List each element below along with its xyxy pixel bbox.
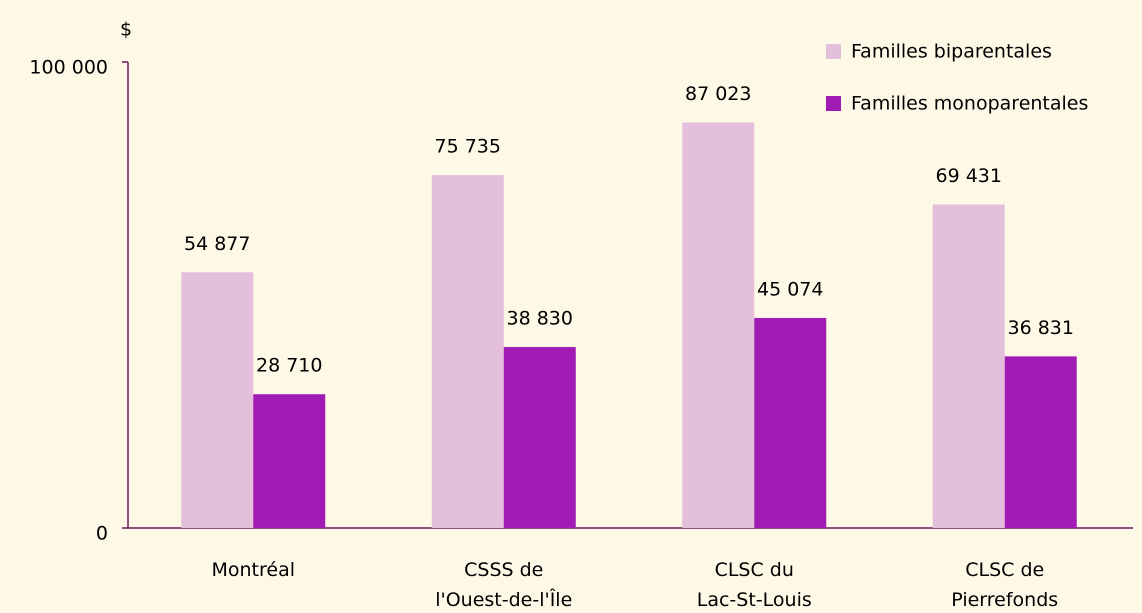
bar (932, 204, 1005, 528)
value-label: 36 831 (1008, 317, 1074, 339)
bar (754, 317, 827, 528)
value-label: 38 830 (507, 308, 573, 330)
value-label: 75 735 (435, 136, 501, 158)
bar (431, 175, 504, 529)
value-label: 69 431 (936, 165, 1002, 187)
x-tick-label: Montréal (211, 559, 295, 581)
value-label: 28 710 (256, 355, 322, 377)
x-tick-label: CLSC de Pierrefonds (951, 559, 1059, 611)
bar (503, 347, 576, 528)
legend-swatch (826, 44, 841, 59)
legend-label: Familles biparentales (851, 41, 1052, 63)
y-tick-label: 100 000 (29, 57, 108, 79)
x-tick-label: CSSS de l'Ouest-de-l'Île (435, 559, 573, 611)
x-tick-label: CLSC du Lac-St-Louis (696, 559, 812, 611)
bar (1004, 356, 1077, 528)
value-label: 45 074 (757, 278, 823, 300)
legend-label: Familles monoparentales (851, 93, 1088, 115)
bar (682, 122, 755, 529)
bar (253, 394, 326, 528)
legend-swatch (826, 96, 841, 111)
y-axis-label: $ (120, 19, 132, 41)
value-label: 54 877 (184, 233, 250, 255)
value-label: 87 023 (685, 83, 751, 105)
bar (181, 272, 254, 528)
y-tick-label: 0 (96, 523, 108, 545)
